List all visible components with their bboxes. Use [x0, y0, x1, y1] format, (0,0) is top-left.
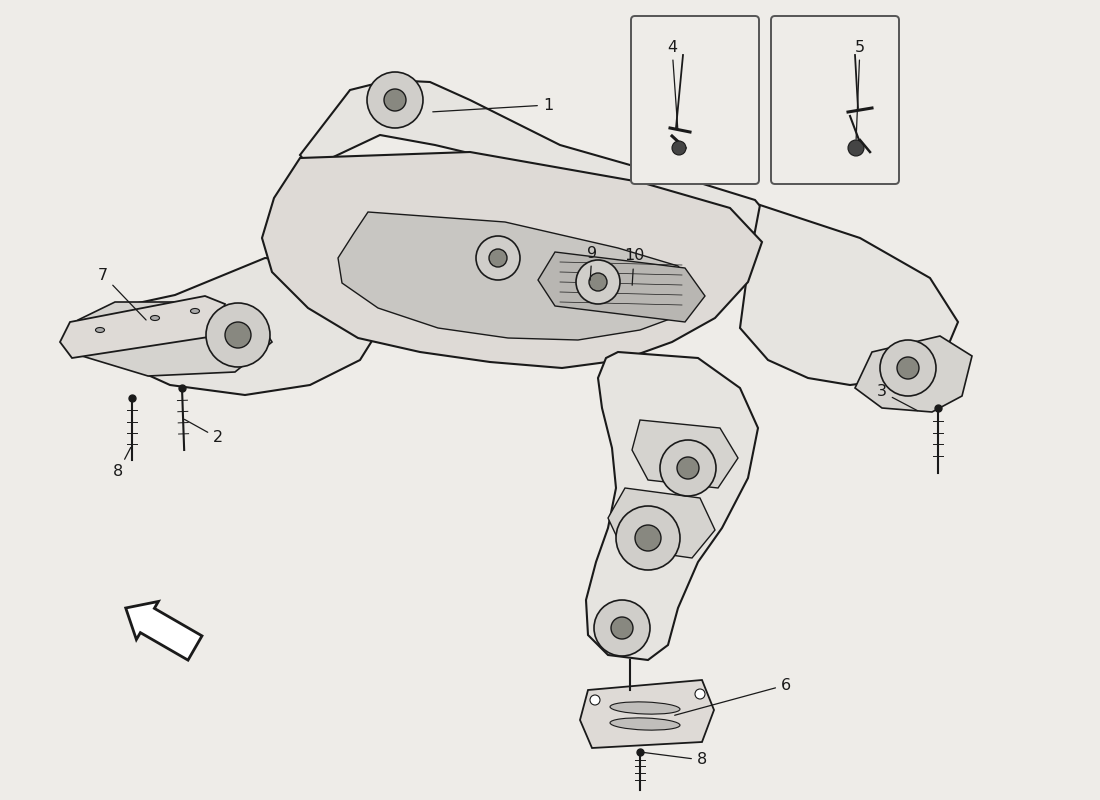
Text: 2: 2 [185, 419, 223, 446]
Circle shape [676, 457, 698, 479]
Polygon shape [632, 420, 738, 488]
Circle shape [660, 440, 716, 496]
FancyBboxPatch shape [631, 16, 759, 184]
Polygon shape [338, 212, 698, 340]
Circle shape [226, 322, 251, 348]
Circle shape [206, 303, 270, 367]
Circle shape [476, 236, 520, 280]
Polygon shape [608, 488, 715, 558]
Text: 8: 8 [642, 752, 707, 767]
Text: 8: 8 [113, 447, 131, 479]
Circle shape [880, 340, 936, 396]
Circle shape [588, 273, 607, 291]
Text: 6: 6 [674, 678, 791, 715]
Text: 7: 7 [98, 267, 146, 320]
Circle shape [848, 140, 864, 156]
Text: 4: 4 [667, 39, 678, 130]
Ellipse shape [610, 718, 680, 730]
Polygon shape [98, 258, 385, 395]
Circle shape [590, 695, 600, 705]
Polygon shape [855, 336, 972, 412]
Circle shape [672, 141, 686, 155]
Polygon shape [262, 152, 762, 368]
Ellipse shape [151, 315, 160, 321]
Circle shape [695, 689, 705, 699]
Polygon shape [125, 602, 202, 660]
Text: 10: 10 [624, 249, 645, 286]
Circle shape [576, 260, 620, 304]
Circle shape [635, 525, 661, 551]
Polygon shape [60, 296, 226, 358]
Polygon shape [580, 680, 714, 748]
Polygon shape [586, 352, 758, 660]
Circle shape [490, 249, 507, 267]
Polygon shape [73, 302, 272, 376]
Text: 9: 9 [587, 246, 597, 280]
Circle shape [610, 617, 632, 639]
Polygon shape [740, 205, 958, 385]
Circle shape [896, 357, 918, 379]
Polygon shape [538, 252, 705, 322]
Text: 1: 1 [432, 98, 553, 113]
Ellipse shape [190, 309, 199, 314]
FancyBboxPatch shape [771, 16, 899, 184]
Circle shape [594, 600, 650, 656]
Ellipse shape [610, 702, 680, 714]
Circle shape [367, 72, 424, 128]
Ellipse shape [96, 327, 104, 333]
Text: 5: 5 [855, 39, 865, 139]
Polygon shape [300, 80, 770, 238]
Circle shape [384, 89, 406, 111]
Circle shape [616, 506, 680, 570]
Text: 3: 3 [877, 385, 917, 410]
